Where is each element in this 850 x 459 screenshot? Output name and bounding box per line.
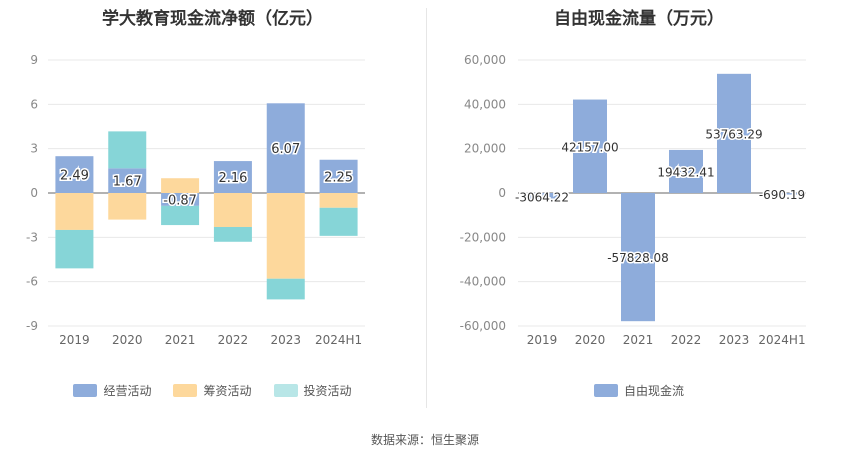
x-tick-label: 2020 — [112, 333, 143, 347]
bar-financing — [266, 193, 305, 279]
x-tick-label: 2021 — [165, 333, 196, 347]
bar-investing — [108, 131, 147, 169]
x-tick-label: 2021 — [623, 333, 654, 347]
bar-free-cash-flow — [525, 193, 559, 200]
bar-free-cash-flow — [573, 99, 607, 193]
legend-item-financing[interactable]: 筹资活动 — [173, 382, 252, 399]
y-tick-label: -3 — [26, 230, 38, 244]
y-tick-label: -6 — [26, 275, 38, 289]
right-chart-panel: 自由现金流量（万元） 60,000 40,000 20,000 0 -20,000 -40… — [428, 0, 850, 420]
bar-operating — [319, 159, 358, 193]
legend-swatch-operating — [73, 384, 98, 397]
y-tick-label: 3 — [30, 142, 38, 156]
y-tick-label: 0 — [30, 186, 38, 200]
y-tick-label: 20,000 — [464, 142, 506, 156]
left-chart-svg: 9 6 3 0 -3 -6 -9 2019 2020 2021 2022 2023 2024H1 2.49… — [26, 53, 365, 347]
legend-item-investing[interactable]: 投资活动 — [273, 382, 352, 399]
right-chart-svg: 60,000 40,000 20,000 0 -20,000 -40,000 -60,000… — [460, 53, 807, 347]
y-tick-label: 6 — [30, 97, 38, 111]
bar-financing — [108, 193, 147, 220]
x-tick-label: 2023 — [719, 333, 750, 347]
legend-swatch-investing — [273, 384, 298, 397]
x-tick-label: 2023 — [270, 333, 301, 347]
x-tick-label: 2019 — [59, 333, 90, 347]
legend-label-financing: 筹资活动 — [203, 384, 252, 398]
x-tick-label: 2020 — [575, 333, 606, 347]
bar-investing — [319, 207, 358, 236]
y-tick-label: -60,000 — [460, 319, 506, 333]
bar-investing — [161, 205, 200, 226]
bar-financing — [319, 193, 358, 208]
data-label: 2.25 — [324, 170, 353, 185]
bar-operating — [55, 156, 94, 193]
bar-investing — [266, 278, 305, 300]
legend-item-operating[interactable]: 经营活动 — [73, 382, 151, 399]
bar-free-cash-flow — [621, 193, 655, 322]
data-label: 1.67 — [113, 175, 142, 190]
data-label: 19432.41 — [657, 165, 714, 179]
bar-investing — [213, 226, 252, 242]
legend-label-investing: 投资活动 — [303, 384, 352, 398]
data-label: 2.49 — [60, 169, 89, 184]
legend-swatch-financing — [173, 384, 198, 397]
x-tick-label: 2024H1 — [315, 333, 362, 347]
y-tick-label: -20,000 — [460, 230, 506, 244]
bar-free-cash-flow — [765, 193, 799, 195]
y-tick-label: -40,000 — [460, 275, 506, 289]
data-label: -690.19 — [759, 188, 805, 202]
bar-free-cash-flow — [669, 149, 703, 193]
data-label: 6.07 — [271, 142, 300, 157]
y-tick-label: 40,000 — [464, 97, 506, 111]
legend-item-free-cash-flow[interactable]: 自由现金流 — [593, 382, 684, 399]
bar-investing — [55, 229, 94, 269]
data-label: -3064.22 — [515, 190, 569, 204]
data-source: 数据来源：恒生聚源 — [370, 433, 479, 447]
left-legend: 经营活动 筹资活动 投资活动 — [0, 382, 425, 399]
data-label: -57828.08 — [607, 251, 669, 265]
data-label: 53763.29 — [705, 127, 762, 141]
bar-financing — [213, 193, 252, 227]
bar-operating — [108, 168, 147, 193]
data-label: 2.16 — [218, 171, 247, 186]
bar-operating — [213, 161, 252, 193]
legend-swatch-free-cash-flow — [593, 384, 618, 397]
bar-free-cash-flow — [717, 73, 751, 193]
bar-operating — [161, 193, 200, 206]
x-tick-label: 2024H1 — [758, 333, 805, 347]
y-tick-label: 60,000 — [464, 53, 506, 67]
legend-label-operating: 经营活动 — [103, 384, 152, 398]
data-label: 42157.00 — [561, 140, 618, 154]
x-tick-label: 2022 — [218, 333, 249, 347]
left-chart-title: 学大教育现金流净额（亿元） — [102, 9, 323, 29]
x-tick-label: 2022 — [671, 333, 702, 347]
data-label: -0.87 — [163, 193, 197, 208]
bar-operating — [266, 103, 305, 193]
panel-divider — [426, 8, 427, 408]
right-legend: 自由现金流 — [428, 382, 850, 399]
right-chart-title: 自由现金流量（万元） — [554, 9, 724, 29]
left-chart-panel: 学大教育现金流净额（亿元） 9 6 3 0 -3 -6 -9 2019 2020 2021 2022… — [0, 0, 425, 420]
bar-financing — [161, 178, 200, 193]
y-tick-label: 9 — [30, 53, 38, 67]
x-tick-label: 2019 — [527, 333, 558, 347]
y-tick-label: 0 — [498, 186, 506, 200]
y-tick-label: -9 — [26, 319, 38, 333]
bar-financing — [55, 193, 94, 230]
legend-label-free-cash-flow: 自由现金流 — [623, 384, 684, 398]
